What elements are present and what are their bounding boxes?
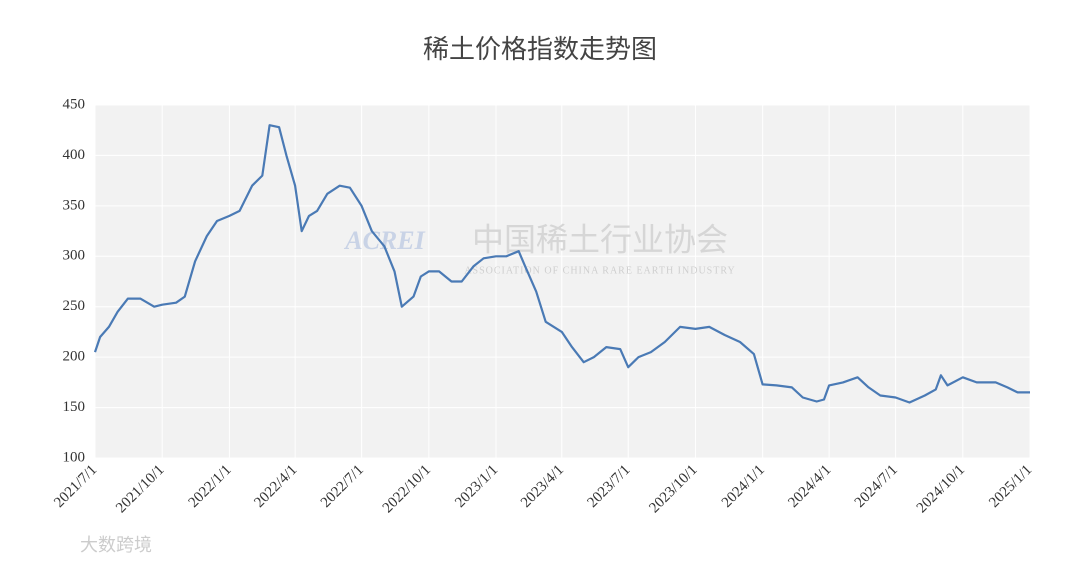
x-tick-label: 2024/10/1 [914,462,968,516]
marks [93,124,1030,404]
y-tick-label: 350 [63,197,86,213]
y-tick-label: 300 [63,248,86,264]
plot-area [95,105,1030,458]
y-tick-label: 150 [63,399,86,415]
x-tick-label: 2024/4/1 [785,462,834,511]
x-tick-label: 2025/1/1 [986,462,1035,511]
x-tick-label: 2021/10/1 [113,462,167,516]
y-tick-label: 400 [63,147,86,163]
y-tick-label: 250 [63,298,86,314]
x-tick-label: 2021/7/1 [51,462,100,511]
x-tick-label: 2023/10/1 [646,462,700,516]
grid [94,104,1031,459]
x-tick-label: 2024/1/1 [719,462,768,511]
x-tick-label: 2022/4/1 [251,462,300,511]
x-tick-label: 2024/7/1 [852,462,901,511]
x-tick-label: 2022/7/1 [318,462,367,511]
watermark-logo: ACREI [343,226,425,255]
y-tick-label: 450 [63,96,86,112]
y-tick-label: 100 [63,449,86,465]
chart-title: 稀土价格指数走势图 [423,35,657,64]
x-tick-label: 2023/4/1 [518,462,567,511]
source-watermark: 大数跨境 [80,535,152,555]
x-tick-label: 2023/7/1 [584,462,633,511]
x-tick-label: 2022/1/1 [186,462,235,511]
y-tick-label: 200 [63,349,86,365]
x-tick-label: 2023/1/1 [452,462,501,511]
line-series [93,124,1030,404]
watermark-name: 中国稀土行业协会 [472,221,728,257]
x-tick-label: 2022/10/1 [380,462,434,516]
watermark-subtitle: ASSOCIATION OF CHINA RARE EARTH INDUSTRY [464,265,735,276]
